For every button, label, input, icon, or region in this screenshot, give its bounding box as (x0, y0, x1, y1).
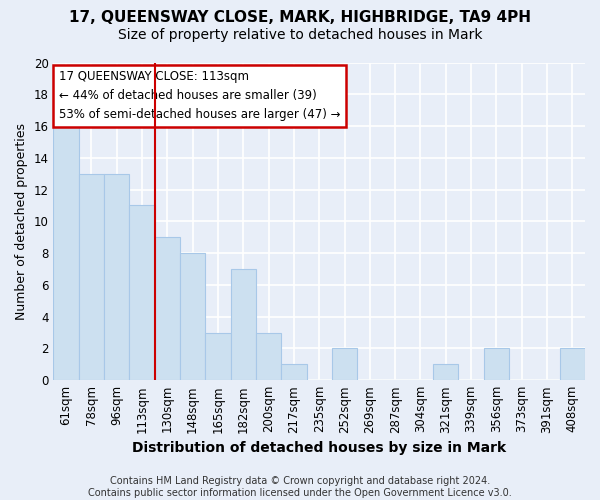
Bar (281, 364, 307, 380)
Bar (433, 364, 458, 380)
Text: Contains HM Land Registry data © Crown copyright and database right 2024.
Contai: Contains HM Land Registry data © Crown c… (88, 476, 512, 498)
Bar (104, 174, 130, 380)
Bar (484, 348, 509, 380)
Bar (130, 206, 155, 380)
Bar (230, 269, 256, 380)
Text: Size of property relative to detached houses in Mark: Size of property relative to detached ho… (118, 28, 482, 42)
Bar (79, 174, 104, 380)
Bar (205, 332, 230, 380)
Y-axis label: Number of detached properties: Number of detached properties (15, 123, 28, 320)
X-axis label: Distribution of detached houses by size in Mark: Distribution of detached houses by size … (132, 441, 506, 455)
Bar (256, 332, 281, 380)
Bar (53, 126, 79, 380)
Bar (560, 348, 585, 380)
Bar (332, 348, 357, 380)
Bar (155, 237, 180, 380)
Bar (180, 253, 205, 380)
Text: 17, QUEENSWAY CLOSE, MARK, HIGHBRIDGE, TA9 4PH: 17, QUEENSWAY CLOSE, MARK, HIGHBRIDGE, T… (69, 10, 531, 25)
Text: 17 QUEENSWAY CLOSE: 113sqm
← 44% of detached houses are smaller (39)
53% of semi: 17 QUEENSWAY CLOSE: 113sqm ← 44% of deta… (59, 70, 340, 122)
